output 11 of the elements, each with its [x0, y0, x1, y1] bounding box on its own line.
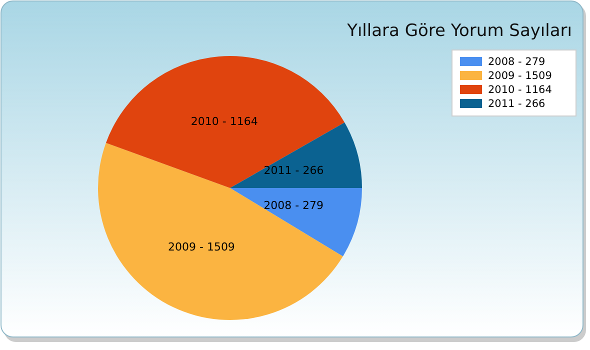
slice-label: 2010 - 1164	[190, 115, 258, 128]
legend-label: 2008 - 279	[488, 56, 546, 68]
pie-slice	[106, 56, 345, 188]
pie-slice	[98, 142, 343, 320]
legend-label: 2011 - 266	[488, 98, 546, 110]
slice-label: 2011 - 266	[264, 164, 324, 178]
chart-title: Yıllara Göre Yorum Sayıları	[346, 21, 572, 41]
legend-label: 2010 - 1164	[488, 84, 552, 96]
legend-label: 2009 - 1509	[488, 70, 552, 82]
slice-label: 2008 - 279	[264, 198, 324, 212]
slice-label: 2009 - 1509	[168, 240, 235, 254]
